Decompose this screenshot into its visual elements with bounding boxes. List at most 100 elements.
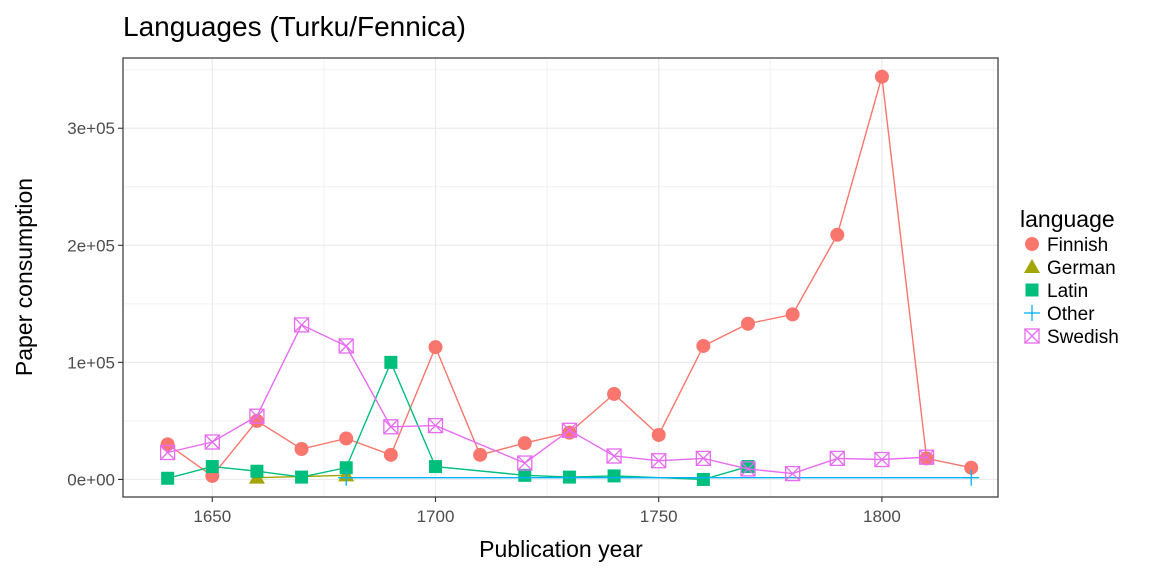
data-point-latin <box>250 464 264 478</box>
boxcross-marker-box <box>784 465 801 482</box>
legend-key-swedish <box>1024 328 1040 344</box>
boxcross-marker-box <box>606 448 622 464</box>
boxcross-marker-diag2 <box>651 453 667 469</box>
boxcross-marker-diag2 <box>294 317 310 333</box>
series-latin <box>161 355 755 486</box>
data-point-finnish <box>830 227 845 242</box>
legend-label-finnish: Finnish <box>1047 235 1108 256</box>
data-point-other <box>963 469 980 486</box>
boxcross-marker-box <box>1024 328 1040 344</box>
x-axis-title: Publication year <box>479 536 643 562</box>
boxcross-marker-box <box>874 451 890 468</box>
data-point-finnish <box>339 431 354 446</box>
data-point-latin <box>295 470 309 484</box>
data-point-other <box>338 469 355 486</box>
data-point-latin <box>696 472 710 486</box>
data-point-finnish <box>785 307 800 322</box>
data-point-finnish <box>696 338 711 353</box>
legend-item-german: German <box>1024 258 1116 279</box>
y-tick-label: 1e+05 <box>67 353 115 372</box>
y-tick-label: 3e+05 <box>67 119 115 138</box>
data-point-swedish <box>740 461 756 477</box>
legend-key-german <box>1024 259 1040 273</box>
legend-label-swedish: Swedish <box>1047 327 1119 348</box>
x-tick-label: 1650 <box>193 507 231 526</box>
data-point-latin <box>384 355 398 369</box>
data-point-latin <box>429 460 442 474</box>
data-point-finnish <box>874 69 889 84</box>
plot-panel <box>122 57 999 498</box>
boxcross-marker-box <box>829 450 845 467</box>
data-point-finnish <box>160 437 175 452</box>
boxcross-marker-diag2 <box>695 450 711 466</box>
boxcross-marker-diag2 <box>160 445 176 460</box>
legend-item-swedish: Swedish <box>1024 327 1119 348</box>
data-point-swedish <box>517 455 533 471</box>
data-point-swedish <box>651 453 667 469</box>
boxcross-marker-diag2 <box>561 422 577 438</box>
boxcross-marker-box <box>427 417 444 434</box>
data-point-finnish <box>517 436 532 451</box>
data-point-latin <box>161 471 175 485</box>
y-axis-title: Paper consumption <box>11 178 37 376</box>
data-point-latin <box>339 461 353 475</box>
series-finnish <box>160 69 979 483</box>
data-point-swedish <box>338 338 354 354</box>
legend-label-german: German <box>1047 258 1116 279</box>
series-other <box>338 469 980 486</box>
data-point-swedish <box>784 465 801 482</box>
data-point-finnish <box>964 460 979 475</box>
data-point-finnish <box>741 316 755 331</box>
data-point-latin <box>518 468 532 482</box>
legend-key-other <box>1024 305 1040 321</box>
data-point-swedish <box>249 408 265 424</box>
legend-title: language <box>1020 206 1115 232</box>
boxcross-marker-box <box>204 434 220 450</box>
data-point-swedish <box>293 317 310 333</box>
data-point-swedish <box>204 434 220 450</box>
boxcross-marker-diag2 <box>517 455 533 471</box>
data-point-swedish <box>561 422 578 438</box>
boxcross-marker-diag2 <box>383 419 399 435</box>
data-point-finnish <box>562 425 577 440</box>
series-layer <box>159 69 980 486</box>
data-point-latin <box>607 469 621 483</box>
x-tick-label: 1700 <box>417 507 455 526</box>
panel-border <box>122 57 999 498</box>
boxcross-marker-diag2 <box>428 418 443 434</box>
legend-item-other: Other <box>1024 304 1095 325</box>
boxcross-marker-diag2 <box>785 466 801 482</box>
plot-background <box>123 58 998 497</box>
boxcross-marker-diag2 <box>1024 328 1040 344</box>
data-point-finnish <box>919 451 934 466</box>
boxcross-marker-box <box>383 419 399 435</box>
y-tick-label: 0e+00 <box>67 470 115 489</box>
data-point-finnish <box>651 427 666 442</box>
chart-title: Languages (Turku/Fennica) <box>123 11 466 42</box>
boxcross-marker-diag2 <box>249 408 265 424</box>
series-swedish <box>159 317 935 482</box>
boxcross-marker-box <box>159 444 176 461</box>
legend-item-latin: Latin <box>1025 281 1088 302</box>
legend-label-latin: Latin <box>1047 281 1088 302</box>
data-point-swedish <box>918 449 935 465</box>
boxcross-marker-diag2 <box>338 338 354 354</box>
boxcross-marker-box <box>740 461 756 477</box>
data-point-swedish <box>427 417 444 434</box>
boxcross-marker-diag2 <box>740 461 756 477</box>
y-tick-label: 2e+05 <box>67 236 115 255</box>
boxcross-marker-box <box>651 453 667 469</box>
data-point-swedish <box>695 450 712 467</box>
boxcross-marker-diag2 <box>204 434 220 450</box>
legend-item-finnish: Finnish <box>1025 235 1108 256</box>
boxcross-marker-box <box>517 455 533 471</box>
x-tick-label: 1750 <box>640 507 678 526</box>
boxcross-marker-box <box>561 422 578 438</box>
data-point-finnish <box>383 447 398 462</box>
x-tick-label: 1800 <box>863 507 901 526</box>
data-point-latin <box>205 460 219 474</box>
data-point-swedish <box>383 419 399 435</box>
boxcross-marker-box <box>918 449 935 465</box>
